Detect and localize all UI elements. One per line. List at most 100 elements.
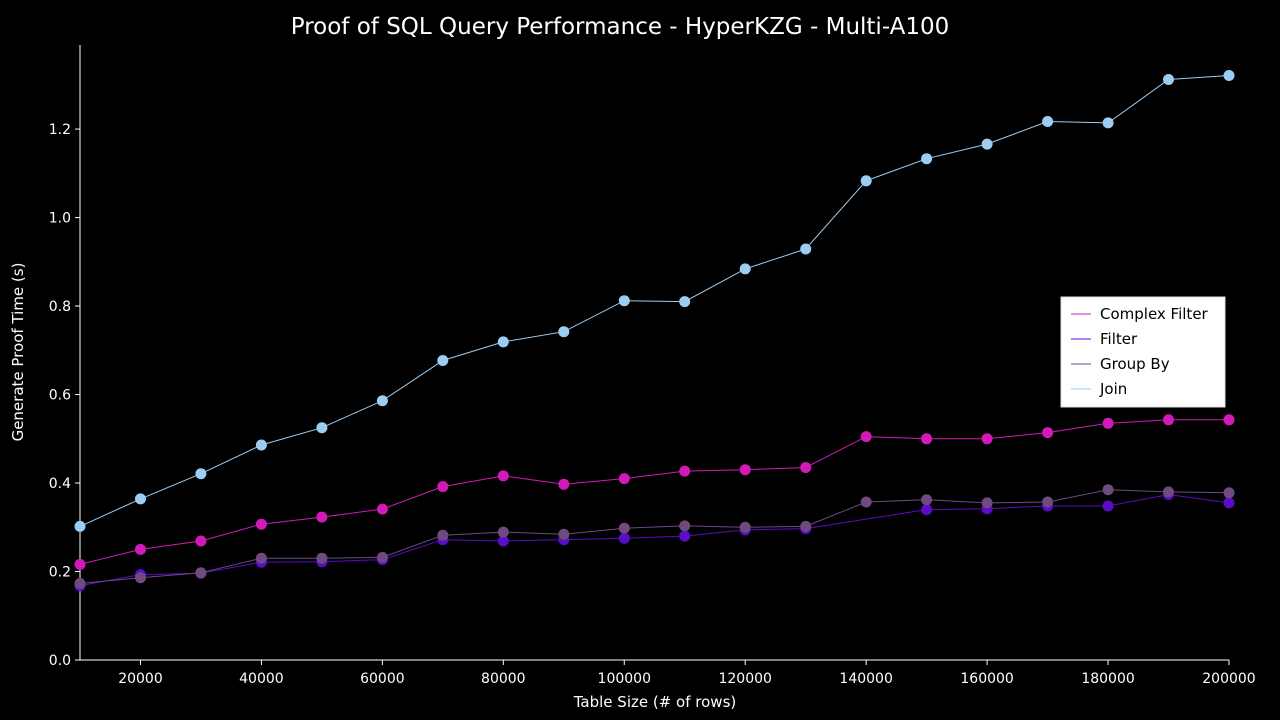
y-tick-label: 0.8	[49, 299, 71, 315]
data-point-group-by	[1223, 487, 1235, 499]
data-point-complex-filter	[800, 462, 812, 473]
data-point-join	[1223, 70, 1235, 81]
data-point-complex-filter	[1102, 417, 1114, 429]
series-line-join	[79, 75, 1230, 527]
legend: Complex Filter Filter Group By Join	[1060, 296, 1226, 408]
data-point-group-by	[1042, 496, 1054, 508]
legend-label: Join	[1099, 380, 1127, 398]
data-point-filter	[679, 530, 691, 542]
data-point-join	[376, 395, 388, 407]
data-point-join	[739, 263, 751, 275]
data-point-group-by	[1163, 486, 1174, 498]
data-point-filter	[618, 532, 630, 544]
data-point-complex-filter	[255, 518, 267, 530]
data-point-join	[437, 355, 449, 366]
series-line-group-by	[79, 489, 1230, 584]
data-point-group-by	[1102, 484, 1114, 496]
data-point-complex-filter	[921, 433, 933, 445]
data-point-group-by	[316, 552, 328, 564]
data-point-join	[1042, 116, 1054, 127]
x-tick-label: 180000	[1081, 671, 1134, 687]
data-point-complex-filter	[195, 535, 207, 547]
series-filter	[74, 489, 1235, 592]
data-point-group-by	[921, 494, 933, 506]
data-point-group-by	[195, 567, 207, 579]
data-point-join	[921, 153, 933, 165]
data-point-group-by	[739, 521, 751, 533]
y-tick-label: 1.0	[49, 211, 71, 227]
x-tick-label: 140000	[839, 671, 892, 687]
data-point-complex-filter	[558, 478, 570, 490]
data-point-join	[800, 243, 812, 255]
x-tick-label: 120000	[718, 671, 771, 687]
data-point-join	[316, 422, 328, 434]
data-point-group-by	[981, 497, 993, 509]
y-axis-title: Generate Proof Time (s)	[9, 263, 27, 442]
data-point-complex-filter	[1223, 414, 1235, 426]
data-point-group-by	[376, 551, 388, 563]
data-point-complex-filter	[376, 503, 388, 515]
y-tick-label: 0.6	[49, 388, 71, 404]
chart-title: Proof of SQL Query Performance - HyperKZ…	[291, 14, 950, 40]
y-tick-label: 0.0	[49, 653, 71, 669]
data-point-complex-filter	[135, 543, 146, 555]
data-point-join	[618, 295, 630, 307]
data-point-group-by	[860, 496, 872, 508]
data-point-group-by	[74, 578, 86, 589]
series-line-filter	[79, 493, 1230, 587]
data-point-complex-filter	[316, 511, 328, 523]
data-point-complex-filter	[618, 473, 630, 485]
data-point-complex-filter	[739, 464, 751, 476]
y-tick-label: 0.2	[49, 565, 71, 581]
x-tick-label: 20000	[118, 671, 163, 687]
data-point-join	[135, 493, 146, 505]
data-point-join	[1102, 117, 1114, 129]
data-point-complex-filter	[74, 558, 86, 570]
data-point-group-by	[679, 520, 691, 532]
data-point-filter	[921, 504, 933, 516]
data-point-complex-filter	[1042, 427, 1054, 439]
data-point-group-by	[497, 526, 509, 538]
data-point-group-by	[135, 572, 146, 584]
x-tick-label: 40000	[239, 671, 284, 687]
data-point-group-by	[800, 520, 812, 532]
data-point-complex-filter	[1163, 414, 1174, 426]
legend-label: Filter	[1100, 330, 1138, 348]
series-complex-filter	[74, 414, 1235, 570]
series-join	[74, 70, 1235, 532]
data-point-complex-filter	[497, 470, 509, 482]
y-tick-label: 0.4	[49, 476, 71, 492]
data-point-filter	[1102, 500, 1114, 512]
data-point-join	[860, 175, 872, 187]
x-tick-label: 160000	[960, 671, 1013, 687]
x-tick-label: 80000	[481, 671, 526, 687]
x-axis-title: Table Size (# of rows)	[573, 693, 736, 711]
data-point-join	[679, 296, 691, 308]
series-layer	[74, 70, 1235, 592]
axes: 20000 40000 60000 80000 100000 120000 140000 16…	[49, 45, 1256, 687]
legend-label: Complex Filter	[1100, 305, 1209, 323]
data-point-join	[981, 138, 993, 150]
data-point-join	[195, 468, 207, 480]
series-group-by	[74, 484, 1235, 589]
data-point-group-by	[437, 529, 449, 541]
x-tick-label: 60000	[360, 671, 405, 687]
data-point-complex-filter	[981, 433, 993, 445]
data-point-complex-filter	[437, 481, 449, 493]
data-point-complex-filter	[679, 465, 691, 477]
data-point-filter	[497, 535, 509, 547]
data-point-join	[74, 520, 86, 532]
x-tick-label: 200000	[1202, 671, 1255, 687]
legend-label: Group By	[1100, 355, 1170, 373]
data-point-group-by	[558, 528, 570, 540]
data-point-filter	[1223, 497, 1235, 509]
x-tick-label: 100000	[598, 671, 651, 687]
data-point-join	[558, 326, 570, 338]
data-point-join	[497, 336, 509, 348]
data-point-join	[1163, 74, 1174, 85]
data-point-group-by	[618, 522, 630, 534]
series-line-complex-filter	[79, 419, 1229, 565]
data-point-join	[255, 439, 267, 451]
